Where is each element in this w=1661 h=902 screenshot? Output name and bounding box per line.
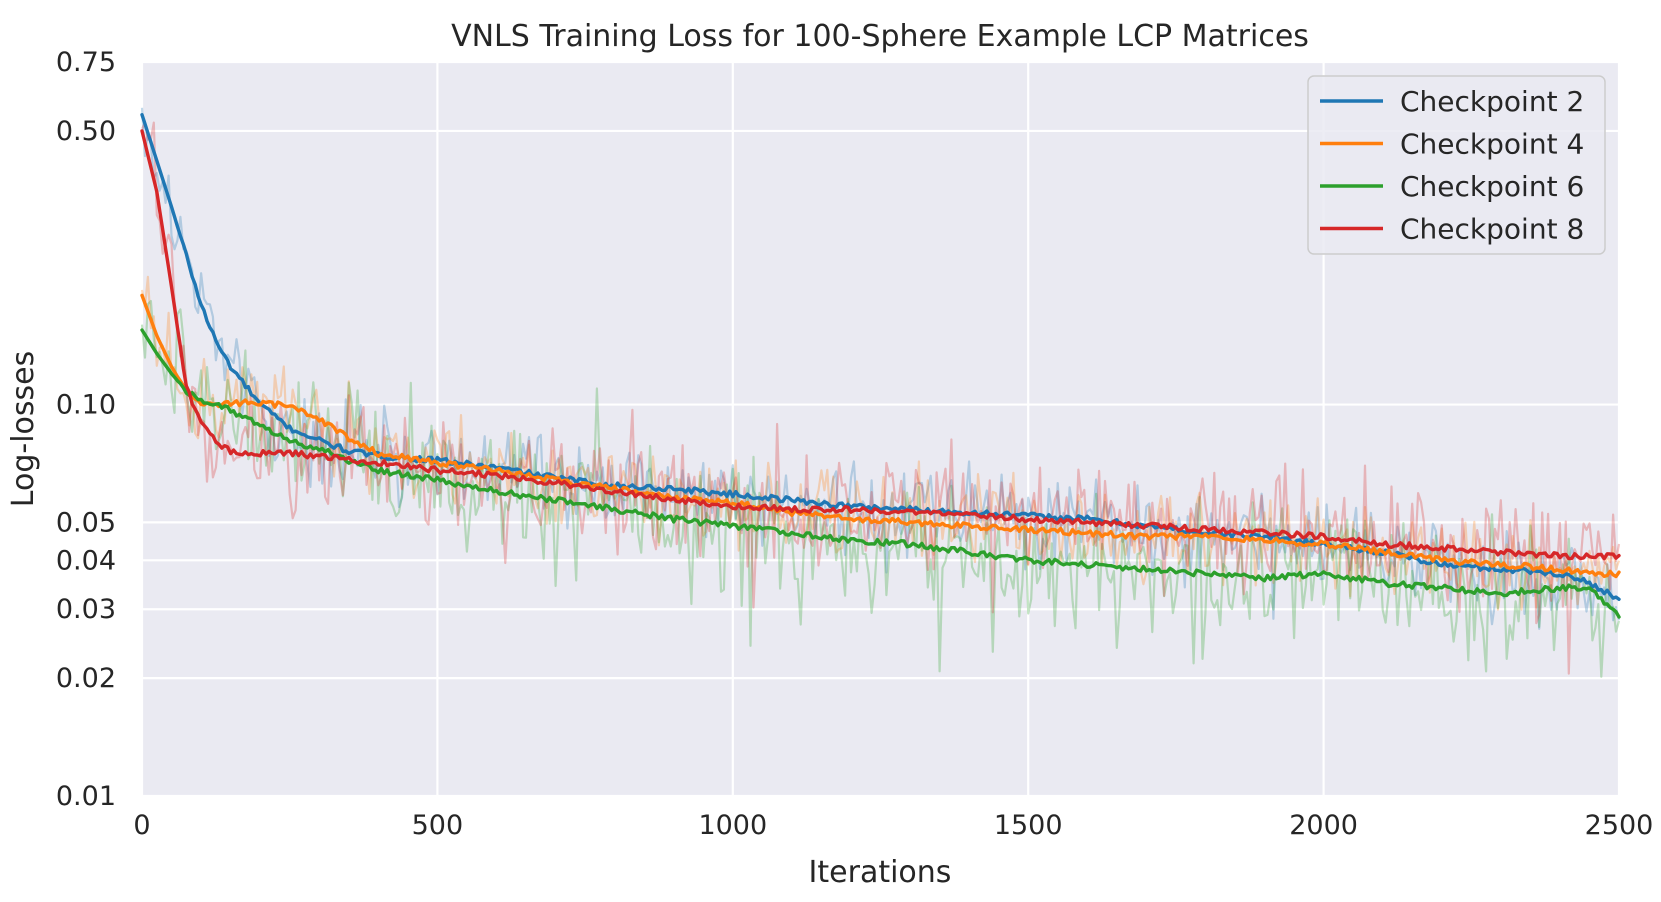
y-tick-label: 0.02: [56, 663, 116, 694]
y-tick-label: 0.75: [56, 47, 116, 78]
legend-label-1: Checkpoint 2: [1400, 85, 1584, 118]
y-tick-label: 0.01: [56, 781, 116, 812]
smoothed-loss-line-2: [140, 293, 1621, 579]
legend-label-2: Checkpoint 4: [1400, 128, 1584, 161]
x-tick-label: 500: [412, 810, 464, 841]
x-tick-label: 0: [133, 810, 150, 841]
smoothed-loss-lines: [140, 112, 1621, 619]
chart-title: VNLS Training Loss for 100-Sphere Exampl…: [451, 19, 1309, 54]
x-tick-label: 2500: [1585, 810, 1654, 841]
y-axis-label: Log-losses: [6, 351, 41, 507]
y-tick-label: 0.05: [56, 507, 116, 538]
y-tick-label: 0.10: [56, 390, 116, 421]
legend-label-4: Checkpoint 8: [1400, 213, 1584, 246]
legend-box: [1307, 75, 1606, 255]
x-axis-label: Iterations: [809, 855, 952, 890]
raw-loss-line-4: [141, 121, 1621, 675]
y-tick-label: 0.03: [56, 594, 116, 625]
y-tick-label: 0.50: [56, 116, 116, 147]
y-tick-label: 0.04: [56, 545, 116, 576]
legend-label-3: Checkpoint 6: [1400, 170, 1584, 203]
x-tick-label: 1500: [994, 810, 1063, 841]
smoothed-loss-line-4: [140, 129, 1621, 561]
raw-loss-line-3: [140, 299, 1621, 678]
x-tick-label: 2000: [1289, 810, 1358, 841]
smoothed-loss-line-3: [140, 328, 1621, 619]
raw-loss-line-1: [140, 107, 1621, 630]
x-tick-label: 1000: [698, 810, 767, 841]
tick-labels: 0 500 1000 1500 2000 2500 0.01 0.02 0.03 0.04 0.05…: [56, 47, 1653, 841]
legend: Checkpoint 2 Checkpoint 4 Checkpoint 6 Chec…: [1307, 75, 1606, 255]
